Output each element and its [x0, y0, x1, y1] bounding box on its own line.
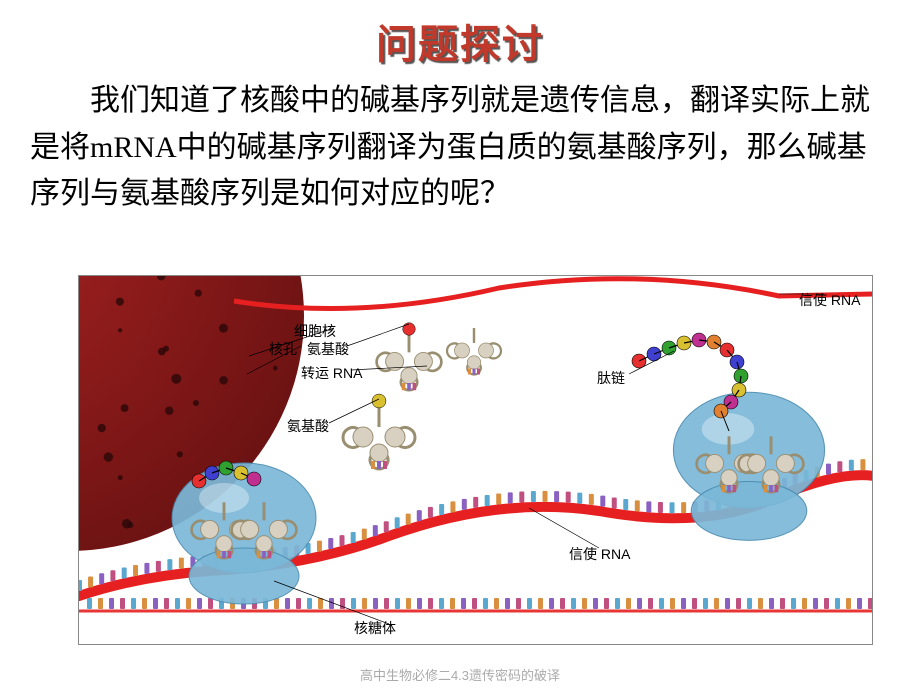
title-text: 问题探讨 — [376, 22, 544, 67]
translation-diagram: 信使 RNA细胞核核孔氨基酸转运 RNA氨基酸肽链信使 RNA核糖体 — [78, 275, 873, 645]
diagram-label-mrna_top: 信使 RNA — [799, 290, 860, 310]
diagram-label-mrna_mid: 信使 RNA — [569, 544, 630, 564]
footer-caption: 高中生物必修二4.3遗传密码的破译 — [0, 665, 920, 684]
diagram-label-peptide: 肽链 — [597, 368, 625, 388]
diagram-label-pore: 核孔 — [269, 339, 297, 359]
diagram-label-amino_acid: 氨基酸 — [307, 339, 349, 359]
slide-paragraph: 我们知道了核酸中的碱基序列就是遗传信息，翻译实际上就是将mRNA中的碱基序列翻译… — [0, 70, 920, 218]
diagram-label-trna: 转运 RNA — [301, 363, 362, 383]
diagram-label-amino_acid2: 氨基酸 — [287, 416, 329, 436]
slide-title: 问题探讨 — [0, 0, 920, 70]
diagram-label-nucleus: 细胞核 — [294, 321, 336, 341]
diagram-svg — [79, 276, 873, 645]
diagram-label-ribosome: 核糖体 — [354, 618, 396, 638]
